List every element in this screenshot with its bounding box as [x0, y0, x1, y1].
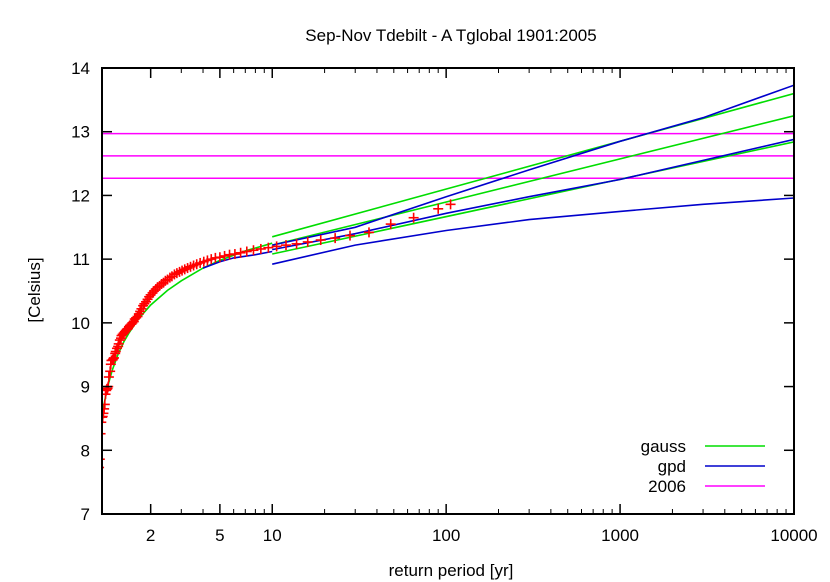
legend-label-gpd: gpd — [658, 457, 686, 476]
y-tick-label-10: 10 — [71, 314, 90, 333]
data-point-82 — [241, 246, 252, 257]
x-tick-label-10000: 10000 — [770, 526, 817, 545]
series-line-gpd-upper-bound-5 — [272, 84, 794, 246]
plot-frame — [101, 67, 795, 515]
x-tick-label-2: 2 — [146, 526, 155, 545]
chart-title: Sep-Nov Tdebilt - A Tglobal 1901:2005 — [305, 26, 596, 45]
data-point-88 — [291, 238, 302, 249]
plot-clip-group — [102, 84, 794, 469]
series-line-gauss-lower-bound-2 — [272, 141, 794, 255]
data-point-95 — [408, 212, 419, 223]
data-point-3 — [102, 417, 107, 428]
y-tick-label-11: 11 — [72, 250, 90, 269]
series-line-gauss-central-3 — [272, 115, 794, 246]
data-point-26 — [114, 335, 125, 346]
x-tick-label-100: 100 — [432, 526, 460, 545]
data-point-20 — [108, 352, 119, 363]
data-point-83 — [248, 245, 259, 256]
series-line-gpd-central-6 — [272, 138, 794, 251]
y-tick-label-12: 12 — [71, 186, 90, 205]
data-point-8 — [102, 399, 110, 410]
data-point-85 — [263, 242, 274, 253]
y-tick-label-9: 9 — [81, 378, 90, 397]
data-point-94 — [385, 219, 396, 230]
data-point-81 — [235, 247, 246, 258]
data-point-87 — [281, 240, 292, 251]
data-point-96 — [433, 203, 444, 214]
data-point-97 — [445, 199, 456, 210]
x-tick-label-10: 10 — [263, 526, 282, 545]
data-point-78 — [219, 250, 230, 261]
data-point-91 — [330, 233, 341, 244]
legend-label-gauss: gauss — [641, 437, 686, 456]
y-tick-label-8: 8 — [81, 441, 90, 460]
plot-area — [102, 84, 794, 469]
data-point-90 — [315, 235, 326, 246]
y-tick-label-7: 7 — [81, 505, 90, 524]
y-tick-label-14: 14 — [71, 59, 90, 78]
data-point-80 — [229, 249, 240, 260]
series-line-gpd-lower-bound-7 — [272, 197, 794, 265]
data-point-93 — [363, 227, 374, 238]
data-point-77 — [214, 252, 225, 263]
data-point-23 — [111, 343, 122, 354]
data-point-1 — [102, 458, 105, 461]
series-line-gauss-upper-bound-1 — [271, 92, 794, 238]
data-point-89 — [302, 236, 313, 247]
data-point-86 — [271, 241, 282, 252]
data-point-14 — [103, 372, 114, 383]
axes: 7 8 9 10 11 12 13 14 2 5 10 100 1000 10000 — [71, 59, 818, 545]
x-axis-label: return period [yr] — [389, 561, 514, 580]
data-point-92 — [345, 230, 356, 241]
x-tick-label-1000: 1000 — [601, 526, 639, 545]
data-point-2 — [102, 432, 106, 435]
y-axis-label: [Celsius] — [25, 257, 44, 322]
data-point-84 — [255, 243, 266, 254]
legend-label-2006: 2006 — [648, 477, 686, 496]
x-tick-label-5: 5 — [215, 526, 224, 545]
y-tick-label-13: 13 — [71, 123, 90, 142]
data-point-63 — [169, 269, 180, 280]
